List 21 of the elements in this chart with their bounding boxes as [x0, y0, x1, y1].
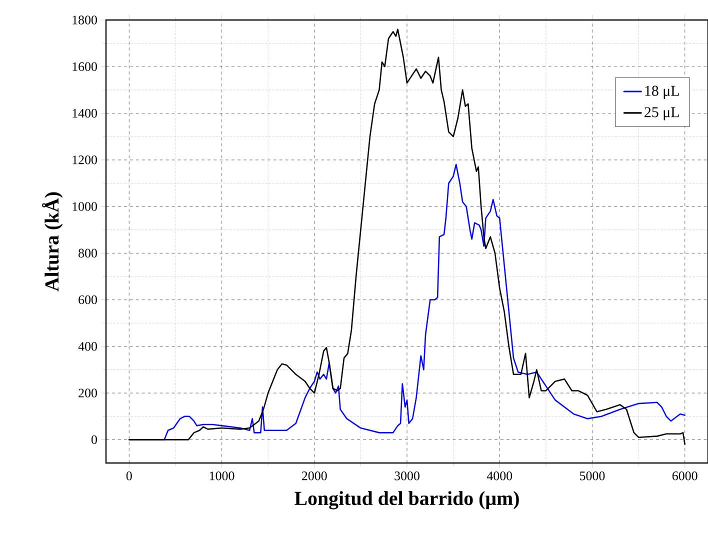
x-tick-label: 3000 — [394, 472, 420, 480]
y-tick-label: 200 — [78, 388, 97, 398]
y-tick-label: 1800 — [72, 16, 97, 24]
x-tick-label: 1000 — [210, 472, 234, 480]
y-tick-label: 1200 — [72, 156, 97, 164]
x-tick-label: 5000 — [580, 472, 605, 480]
x-tick-label: 6000 — [672, 472, 698, 480]
y-tick-label: 800 — [78, 248, 97, 258]
y-tick-label: 1000 — [72, 202, 97, 211]
y-tick-label: 400 — [78, 342, 97, 351]
x-tick-label: 0 — [126, 472, 132, 480]
x-axis-title: Longitud del barrido (μm) — [294, 491, 519, 510]
y-axis-title: Altura (kÅ) — [42, 192, 63, 292]
x-tick-label: 4000 — [486, 472, 512, 480]
legend-label: 18 μL — [645, 86, 679, 99]
legend-label: 25 μL — [644, 107, 679, 120]
y-tick-label: 600 — [78, 295, 97, 304]
y-tick-label: 1600 — [72, 62, 97, 71]
y-tick-label: 0 — [92, 435, 97, 444]
x-tick-label: 2000 — [302, 472, 327, 480]
y-tick-label: 1400 — [72, 108, 97, 118]
